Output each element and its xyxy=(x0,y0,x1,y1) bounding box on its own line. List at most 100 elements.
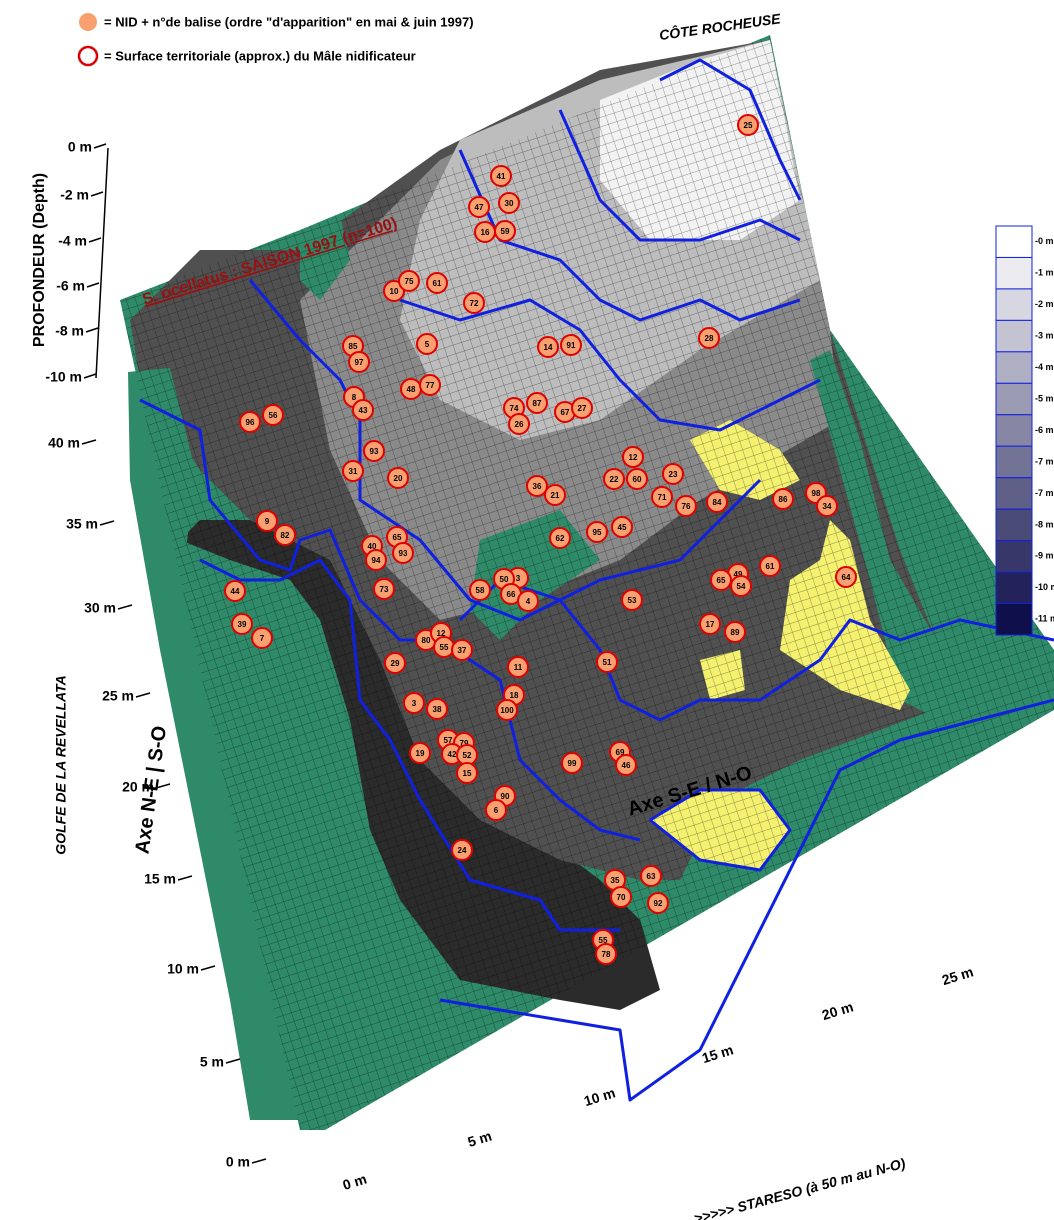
legend-territory-symbol xyxy=(79,47,97,65)
nest-label: 64 xyxy=(842,573,851,582)
nest-label: 73 xyxy=(380,585,389,594)
nest-label: 78 xyxy=(602,950,611,959)
nest-label: 93 xyxy=(370,447,379,456)
ne-tick-label: 40 m xyxy=(48,435,80,451)
legend-territory: = Surface territoriale (approx.) du Mâle… xyxy=(104,48,416,63)
nest-label: 100 xyxy=(500,706,514,715)
nest-label: 76 xyxy=(682,502,691,511)
nest-label: 75 xyxy=(405,277,414,286)
se-tick-label: 25 m xyxy=(940,963,975,988)
ne-tick-label: 5 m xyxy=(200,1054,224,1070)
nest-label: 94 xyxy=(372,556,381,565)
colorbar-swatch xyxy=(996,604,1032,635)
depth-axis-line xyxy=(96,148,108,378)
nest-label: 42 xyxy=(448,750,457,759)
nest-label: 4 xyxy=(526,597,531,606)
colorbar-label: -7 m xyxy=(1035,456,1054,466)
depth-tick xyxy=(84,374,96,378)
nest-label: 89 xyxy=(731,628,740,637)
ne-tick-label: 15 m xyxy=(144,871,176,887)
colorbar-swatch xyxy=(996,257,1032,288)
depth-tick-label: 0 m xyxy=(68,139,92,155)
nest-label: 27 xyxy=(578,404,587,413)
colorbar-label: -0 m xyxy=(1035,236,1054,246)
nest-label: 8 xyxy=(352,393,357,402)
nest-label: 39 xyxy=(238,620,247,629)
nest-label: 86 xyxy=(779,495,788,504)
nest-label: 52 xyxy=(463,751,472,760)
nest-label: 11 xyxy=(514,663,523,672)
ne-tick-label: 25 m xyxy=(102,688,134,704)
nest-label: 6 xyxy=(494,806,499,815)
nest-label: 28 xyxy=(705,334,714,343)
ne-tick xyxy=(136,693,150,697)
nest-label: 58 xyxy=(476,586,485,595)
colorbar-label: -3 m xyxy=(1035,330,1054,340)
depth-tick xyxy=(87,283,99,287)
ne-tick xyxy=(178,876,192,880)
nest-label: 26 xyxy=(515,420,524,429)
nest-label: 97 xyxy=(355,358,364,367)
colorbar-swatch xyxy=(996,320,1032,351)
depth-tick-label: -6 m xyxy=(56,278,85,294)
colorbar-label: -6 m xyxy=(1035,425,1054,435)
ne-tick xyxy=(118,605,132,609)
se-tick-label: 20 m xyxy=(820,998,855,1023)
colorbar-swatch xyxy=(996,446,1032,477)
depth-axis-label: PROFONDEUR (Depth) xyxy=(31,173,48,347)
colorbar-swatch xyxy=(996,572,1032,603)
ne-tick xyxy=(252,1159,266,1163)
se-tick-label: 15 m xyxy=(700,1041,735,1066)
ne-tick-label: 30 m xyxy=(84,600,116,616)
nest-label: 65 xyxy=(393,533,402,542)
colorbar-swatch xyxy=(996,478,1032,509)
colorbar-label: -2 m xyxy=(1035,299,1054,309)
nest-label: 10 xyxy=(390,287,399,296)
nest-label: 66 xyxy=(507,590,516,599)
nest-label: 51 xyxy=(603,658,612,667)
nest-label: 12 xyxy=(629,453,638,462)
ne-tick xyxy=(201,966,215,970)
nest-label: 60 xyxy=(633,475,642,484)
colorbar: -0 m-1 m-2 m-3 m-4 m-5 m-6 m-7 m-7 m-8 m… xyxy=(996,226,1054,635)
colorbar-swatch xyxy=(996,541,1032,572)
nest-label: 5 xyxy=(425,340,430,349)
nest-label: 47 xyxy=(475,203,484,212)
nest-label: 16 xyxy=(481,228,490,237)
depth-tick-label: -4 m xyxy=(58,233,87,249)
nest-label: 61 xyxy=(433,279,442,288)
colorbar-label: -8 m xyxy=(1035,519,1054,529)
nest-label: 7 xyxy=(260,634,265,643)
nest-label: 65 xyxy=(717,576,726,585)
nest-label: 31 xyxy=(349,467,358,476)
nest-label: 74 xyxy=(510,404,519,413)
colorbar-label: -5 m xyxy=(1035,393,1054,403)
nest-label: 21 xyxy=(551,491,560,500)
surface xyxy=(120,35,1054,1130)
nest-label: 59 xyxy=(501,227,510,236)
nest-label: 70 xyxy=(617,893,626,902)
depth-tick xyxy=(94,144,106,148)
nest-label: 15 xyxy=(463,769,472,778)
colorbar-swatch xyxy=(996,415,1032,446)
nest-label: 34 xyxy=(823,502,832,511)
left-label: GOLFE DE LA REVELLATA xyxy=(53,675,69,854)
nest-label: 87 xyxy=(533,399,542,408)
se-tick-label: 5 m xyxy=(466,1128,494,1150)
depth-tick-label: -2 m xyxy=(60,187,89,203)
nest-label: 85 xyxy=(349,342,358,351)
ne-tick xyxy=(226,1059,240,1063)
ne-tick-label: 10 m xyxy=(167,961,199,977)
nest-label: 99 xyxy=(568,759,577,768)
nest-label: 17 xyxy=(706,620,715,629)
nest-label: 30 xyxy=(505,199,514,208)
nest-label: 44 xyxy=(231,587,240,596)
nest-label: 19 xyxy=(416,749,425,758)
colorbar-label: -11 m xyxy=(1035,614,1054,624)
nest-label: 22 xyxy=(610,475,619,484)
ne-tick-label: 20 m xyxy=(122,779,154,795)
colorbar-label: -1 m xyxy=(1035,268,1054,278)
nest-label: 23 xyxy=(669,470,678,479)
colorbar-label: -10 m xyxy=(1035,582,1054,592)
bathymetric-map: 2541473016591075617228859751491487784396… xyxy=(0,0,1054,1220)
